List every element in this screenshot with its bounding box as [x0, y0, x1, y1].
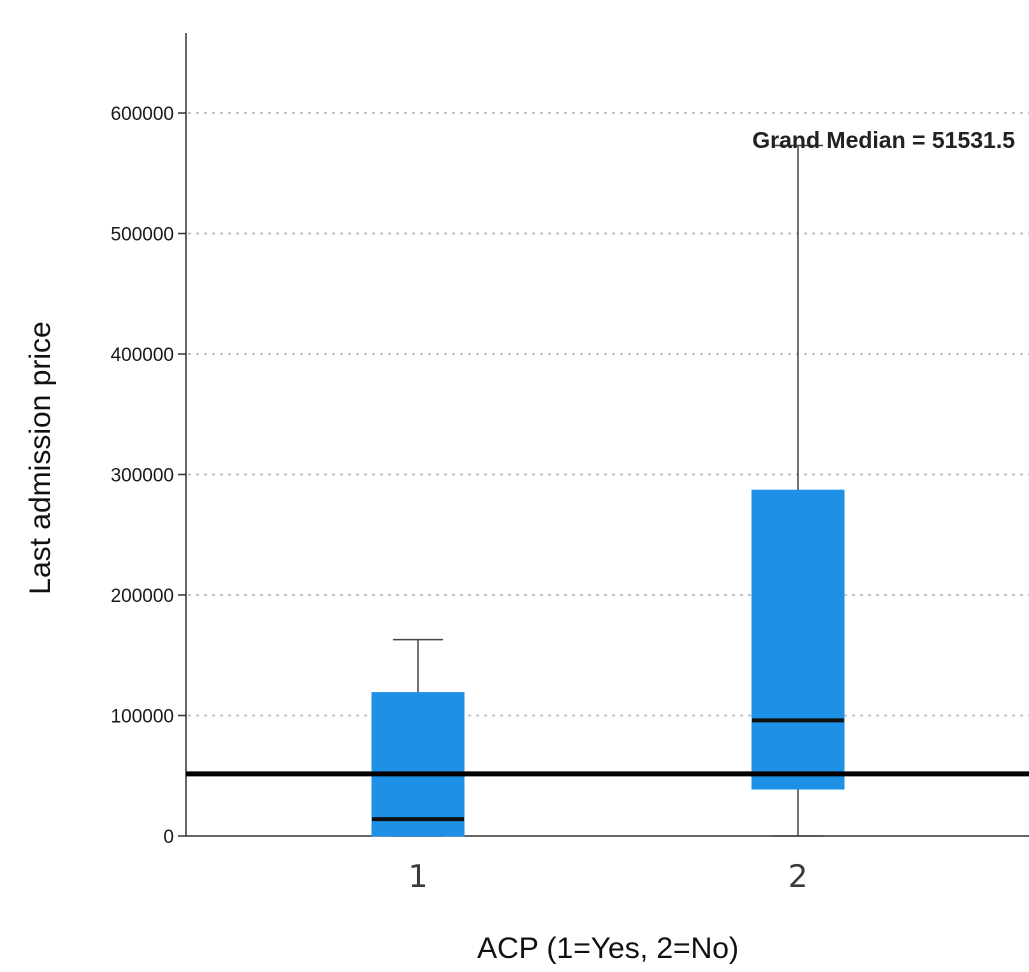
x-axis-title: ACP (1=Yes, 2=No): [477, 932, 739, 965]
box-group-2: [751, 144, 845, 837]
y-tick-label: 0: [163, 827, 174, 848]
box-group-1: [371, 638, 465, 837]
y-tick-label: 300000: [111, 466, 174, 487]
y-tick-label: 100000: [111, 707, 174, 728]
boxes: [371, 144, 845, 837]
axes: [185, 33, 1029, 837]
y-tick-label: 600000: [111, 104, 174, 125]
iqr-box: [751, 489, 845, 790]
grid-lines: [188, 112, 1029, 717]
grand-median-annotation: Grand Median = 51531.5: [752, 127, 1015, 153]
y-axis-title: Last admission price: [24, 321, 57, 594]
iqr-box: [371, 692, 465, 837]
y-tick-label: 200000: [111, 586, 174, 607]
y-tick-label: 500000: [111, 225, 174, 246]
x-tick-label: 1: [408, 859, 428, 895]
x-tick-label: 2: [788, 859, 808, 895]
y-tick-label: 400000: [111, 345, 174, 366]
y-tick-labels: 0 100000 200000 300000 400000 500000 600000: [111, 104, 186, 848]
